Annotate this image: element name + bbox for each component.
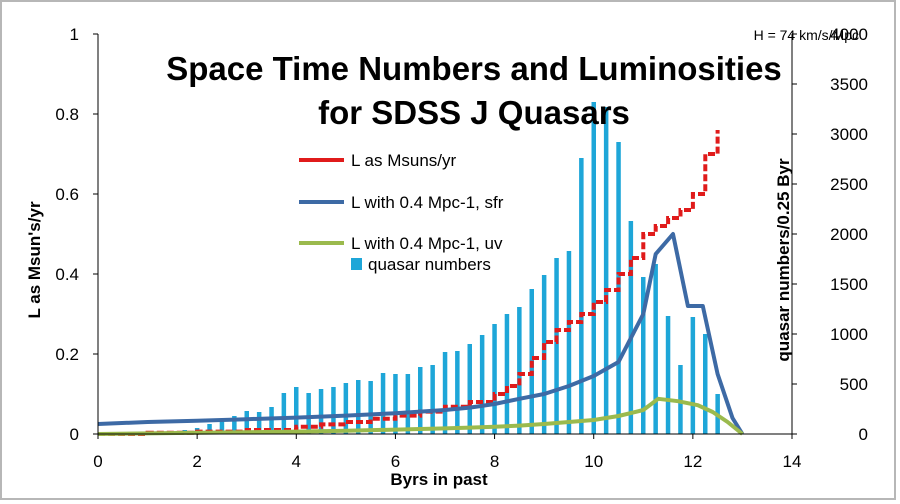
bar-quasar-numbers: [343, 383, 349, 434]
bar-quasar-numbers: [405, 374, 411, 434]
y-left-tick-label: 0.8: [55, 105, 79, 124]
bar-quasar-numbers: [244, 411, 249, 434]
bar-quasar-numbers: [306, 393, 311, 434]
bar-quasar-numbers: [517, 307, 522, 434]
line-series-l-msuns: [98, 130, 720, 436]
x-tick-label: 6: [391, 452, 400, 471]
x-tick-label: 10: [584, 452, 603, 471]
y-right-tick-label: 0: [859, 425, 868, 444]
chart-title-line-1: Space Time Numbers and Luminosities: [166, 50, 782, 87]
bar-quasar-numbers: [703, 334, 708, 434]
x-tick-label: 14: [783, 452, 802, 471]
y-right-tick-label: 2500: [830, 175, 868, 194]
bar-quasar-numbers: [318, 389, 324, 434]
y-left-tick-label: 0.6: [55, 185, 79, 204]
line-series-layer: [97, 130, 745, 436]
x-axis-title: Byrs in past: [390, 470, 488, 489]
bar-quasar-numbers: [331, 387, 336, 434]
bar-quasar-numbers: [504, 314, 510, 434]
y-right-tick-label: 4000: [830, 25, 868, 44]
x-tick-label: 4: [292, 452, 301, 471]
bar-quasar-numbers: [430, 365, 435, 434]
bar-quasar-numbers: [591, 102, 596, 434]
legend-label-quasar-numbers: quasar numbers: [368, 255, 491, 274]
bar-quasar-numbers: [566, 251, 572, 434]
legend: L as Msuns/yr L with 0.4 Mpc-1, sfr L wi…: [299, 151, 504, 274]
bar-quasar-numbers: [232, 416, 237, 434]
bar-quasar-numbers: [628, 221, 634, 434]
y-right-tick-label: 2000: [830, 225, 868, 244]
bar-quasar-numbers: [418, 367, 423, 434]
y-axis-right-title: quasar numbers/0.25 Byr: [774, 158, 793, 362]
y-right-tick-label: 500: [840, 375, 868, 394]
bar-quasar-numbers: [368, 381, 373, 434]
y-left-tick-label: 0.2: [55, 345, 79, 364]
bar-quasar-numbers: [554, 258, 559, 434]
bar-quasar-numbers: [442, 352, 448, 434]
y-left-tick-label: 0: [70, 425, 79, 444]
legend-label-l-uv: L with 0.4 Mpc-1, uv: [351, 234, 503, 253]
x-tick-label: 2: [192, 452, 201, 471]
y-axis-left-title: L as Msun's/yr: [25, 201, 44, 318]
x-tick-label: 12: [683, 452, 702, 471]
bar-quasar-numbers: [603, 107, 609, 434]
axes-layer: 0 2 4 6 8 10 12 1400.20.40.60.81050010001500200…: [55, 25, 868, 471]
line-series-l-sfr: [97, 232, 745, 436]
bar-quasar-numbers: [690, 317, 696, 434]
line-series-l-uv: [97, 396, 744, 436]
bar-quasar-numbers: [256, 412, 262, 434]
bar-quasar-numbers: [641, 277, 646, 434]
legend-label-l-msuns: L as Msuns/yr: [351, 151, 457, 170]
legend-swatch-quasar-numbers: [351, 258, 362, 270]
bar-quasar-numbers: [219, 420, 225, 434]
y-left-tick-label: 0.4: [55, 265, 79, 284]
bar-quasar-numbers: [281, 393, 287, 434]
bar-quasar-numbers: [479, 335, 485, 434]
y-left-tick-label: 1: [70, 25, 79, 44]
legend-label-l-sfr: L with 0.4 Mpc-1, sfr: [351, 193, 504, 212]
bar-quasar-numbers: [492, 324, 497, 434]
y-right-tick-label: 1000: [830, 325, 868, 344]
x-tick-label: 8: [490, 452, 499, 471]
bar-quasar-numbers: [467, 344, 472, 434]
bar-quasar-numbers: [455, 351, 460, 434]
hubble-constant-note: H = 74 km/s/Mpc: [754, 27, 859, 43]
bar-quasar-numbers: [678, 365, 683, 434]
bar-quasar-numbers: [579, 158, 584, 434]
bar-quasar-numbers: [665, 316, 671, 434]
y-right-tick-label: 1500: [830, 275, 868, 294]
bar-quasar-numbers: [393, 374, 398, 434]
x-tick-label: 0: [93, 452, 102, 471]
bar-quasar-numbers: [269, 407, 274, 434]
bar-quasar-numbers: [380, 373, 386, 434]
bar-quasar-numbers: [294, 387, 299, 434]
bar-quasar-numbers: [653, 264, 658, 434]
bar-quasar-numbers: [356, 380, 361, 434]
y-right-tick-label: 3500: [830, 75, 868, 94]
chart-title-line-2: for SDSS J Quasars: [318, 94, 630, 131]
y-right-tick-label: 3000: [830, 125, 868, 144]
bar-quasar-numbers: [207, 424, 212, 434]
